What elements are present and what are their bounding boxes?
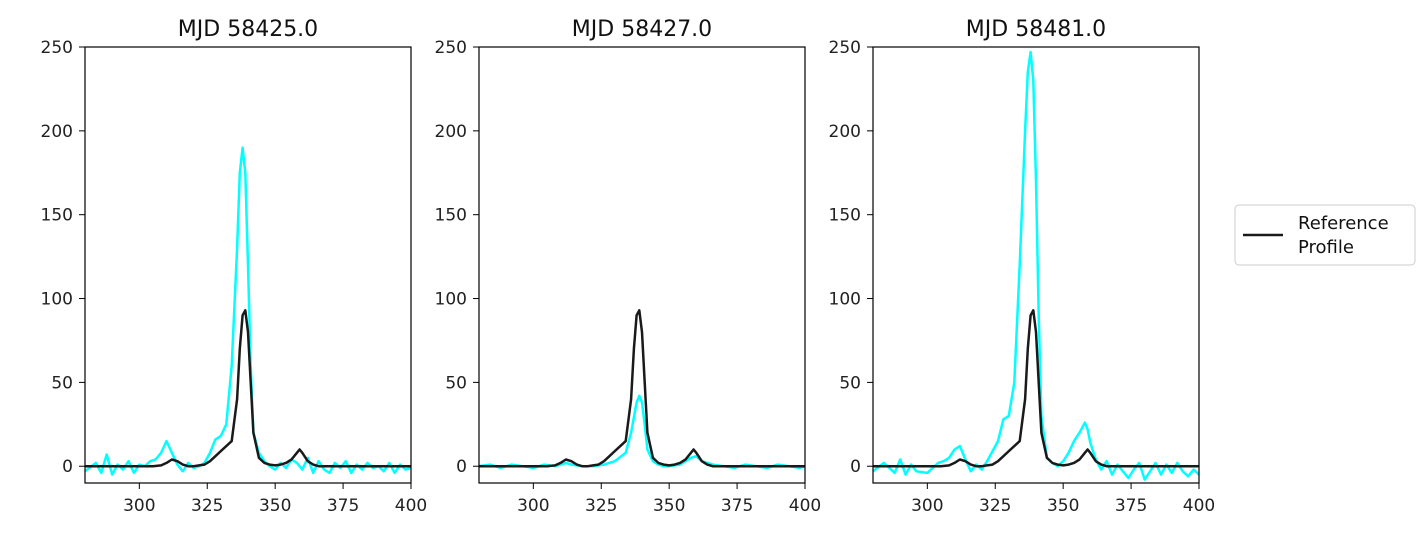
x-tick-label: 400	[395, 496, 427, 516]
x-tick-label: 375	[1115, 496, 1147, 516]
axes-frame	[84, 46, 412, 484]
y-tick-label: 250	[829, 38, 861, 58]
y-tick-label: 250	[41, 38, 73, 58]
x-tick-label: 325	[585, 496, 617, 516]
legend-label-line1: Reference	[1298, 213, 1389, 234]
y-tick-label: 0	[62, 457, 73, 477]
x-tick-label: 400	[789, 496, 821, 516]
y-tick-label: 0	[456, 457, 467, 477]
y-tick-label: 100	[41, 290, 73, 310]
x-tick-label: 300	[911, 496, 943, 516]
x-tick-label: 350	[653, 496, 685, 516]
panel-title: MJD 58481.0	[966, 17, 1106, 42]
y-tick-label: 200	[829, 122, 861, 142]
series-line-observed	[873, 50, 1199, 481]
y-tick-label: 150	[435, 206, 467, 226]
x-tick-label: 400	[1183, 496, 1215, 516]
y-tick-label: 100	[435, 290, 467, 310]
x-tick-label: 350	[1047, 496, 1079, 516]
x-tick-label: 325	[191, 496, 223, 516]
x-tick-label: 300	[123, 496, 155, 516]
axes-frame	[478, 46, 806, 484]
panel-mjd-58427: 300 325 350 375 400 0 50 100 150 200 250 MJD 58427.…	[435, 17, 822, 516]
x-tick-label: 325	[979, 496, 1011, 516]
series-line-observed	[85, 146, 411, 476]
x-tick-label: 350	[259, 496, 291, 516]
series-line-reference-profile	[873, 309, 1199, 468]
y-tick-label: 50	[51, 373, 73, 393]
y-tick-label: 50	[445, 373, 467, 393]
y-tick-label: 50	[839, 373, 861, 393]
x-tick-label: 375	[327, 496, 359, 516]
series-line-reference-profile	[479, 309, 805, 468]
panel-mjd-58425: 300 325 350 375 400 0 50 100 150 200 250 MJD 58425.…	[41, 17, 428, 516]
y-tick-label: 0	[850, 457, 861, 477]
y-tick-label: 250	[435, 38, 467, 58]
series-line-reference-profile	[85, 309, 411, 468]
y-tick-label: 200	[41, 122, 73, 142]
y-tick-label: 150	[829, 206, 861, 226]
x-tick-label: 300	[517, 496, 549, 516]
panel-title: MJD 58425.0	[178, 17, 318, 42]
panel-title: MJD 58427.0	[572, 17, 712, 42]
series-line-observed	[479, 394, 805, 470]
y-tick-label: 100	[829, 290, 861, 310]
legend: Reference Profile	[1234, 204, 1416, 266]
x-tick-label: 375	[721, 496, 753, 516]
y-tick-label: 150	[41, 206, 73, 226]
panel-mjd-58481: 300 325 350 375 400 0 50 100 150 200 250 MJD 58481.…	[829, 17, 1216, 516]
legend-box	[1234, 204, 1416, 266]
axes-frame	[872, 46, 1200, 484]
y-tick-label: 200	[435, 122, 467, 142]
legend-label-line2: Profile	[1298, 237, 1354, 258]
